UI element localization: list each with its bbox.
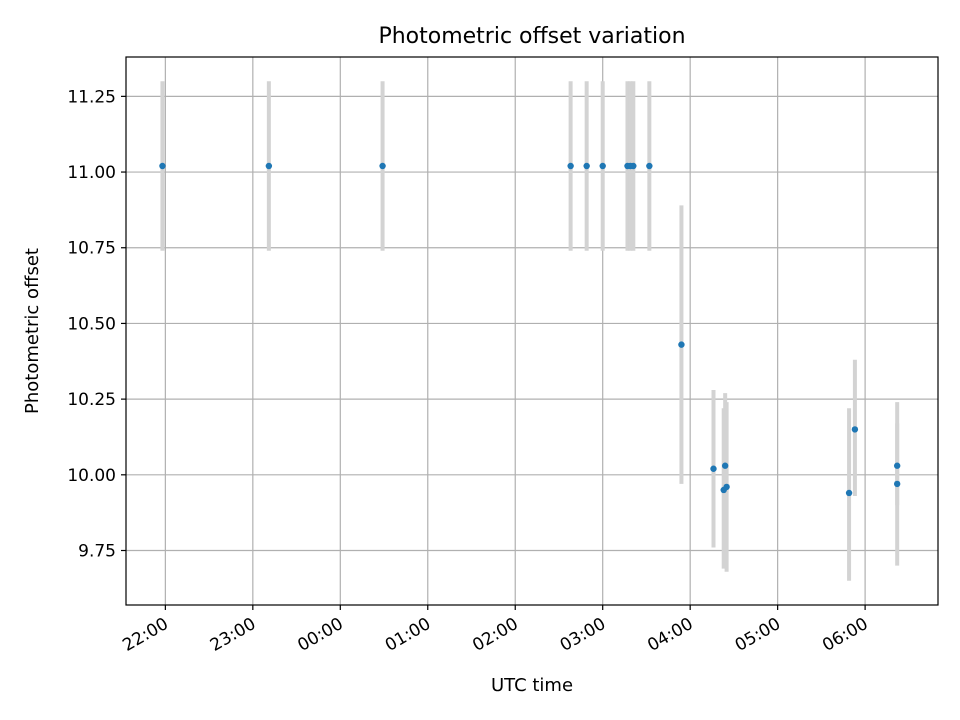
data-point xyxy=(159,162,166,170)
data-point xyxy=(599,162,606,170)
data-point xyxy=(721,462,729,469)
data-point xyxy=(646,162,653,170)
y-tick-label: 10.50 xyxy=(67,314,116,334)
y-tick-label: 10.75 xyxy=(67,239,116,259)
y-tick-label: 11.25 xyxy=(67,87,116,107)
y-tick-label: 10.00 xyxy=(67,466,116,486)
data-point xyxy=(845,489,853,497)
x-axis-label: UTC time xyxy=(491,675,573,696)
y-axis-label: Photometric offset xyxy=(22,248,43,414)
data-point xyxy=(630,162,637,170)
data-point xyxy=(723,483,730,491)
plot-frame xyxy=(125,56,939,606)
data-point xyxy=(567,162,574,170)
data-points xyxy=(159,162,901,497)
y-tick-label: 10.25 xyxy=(67,390,116,410)
data-point xyxy=(583,162,590,170)
y-tick-label: 9.75 xyxy=(78,542,116,562)
data-point xyxy=(678,341,685,348)
data-point xyxy=(265,162,273,170)
data-point xyxy=(893,462,901,469)
chart-title: Photometric offset variation xyxy=(378,24,685,49)
data-point xyxy=(893,480,901,488)
data-point xyxy=(379,162,386,170)
data-point xyxy=(710,465,717,472)
y-tick-label: 11.00 xyxy=(67,163,116,183)
data-point xyxy=(851,426,859,433)
